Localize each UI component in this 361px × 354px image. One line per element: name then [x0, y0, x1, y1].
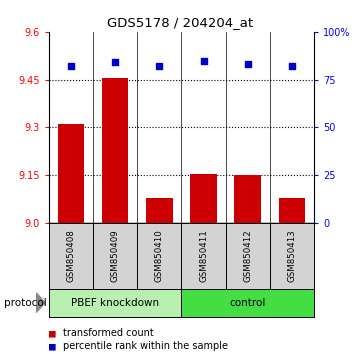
Bar	[279, 198, 305, 223]
Text: percentile rank within the sample: percentile rank within the sample	[63, 341, 228, 351]
Text: ■: ■	[49, 341, 56, 351]
Bar	[226, 223, 270, 289]
Bar	[102, 78, 129, 223]
Text: protocol: protocol	[4, 298, 46, 308]
Bar	[146, 198, 173, 223]
Bar	[181, 289, 314, 317]
Text: GSM850409: GSM850409	[110, 229, 119, 282]
Text: control: control	[230, 298, 266, 308]
Text: PBEF knockdown: PBEF knockdown	[71, 298, 159, 308]
Text: transformed count: transformed count	[63, 329, 154, 338]
Bar	[181, 223, 226, 289]
Text: ■: ■	[49, 329, 56, 338]
Text: GSM850410: GSM850410	[155, 229, 164, 282]
Bar	[137, 223, 182, 289]
Bar	[49, 289, 181, 317]
Text: GSM850408: GSM850408	[66, 229, 75, 282]
Bar	[270, 223, 314, 289]
Polygon shape	[36, 293, 45, 313]
Bar	[57, 124, 84, 223]
Point	[156, 63, 162, 69]
Text: GDS5178 / 204204_at: GDS5178 / 204204_at	[108, 16, 253, 29]
Point	[201, 58, 206, 63]
Text: GSM850413: GSM850413	[287, 229, 296, 282]
Bar	[93, 223, 137, 289]
Point	[289, 63, 295, 69]
Bar	[190, 173, 217, 223]
Text: GSM850411: GSM850411	[199, 229, 208, 282]
Bar	[235, 175, 261, 223]
Bar	[49, 223, 93, 289]
Point	[245, 62, 251, 67]
Point	[68, 63, 74, 69]
Text: GSM850412: GSM850412	[243, 229, 252, 282]
Point	[112, 59, 118, 65]
